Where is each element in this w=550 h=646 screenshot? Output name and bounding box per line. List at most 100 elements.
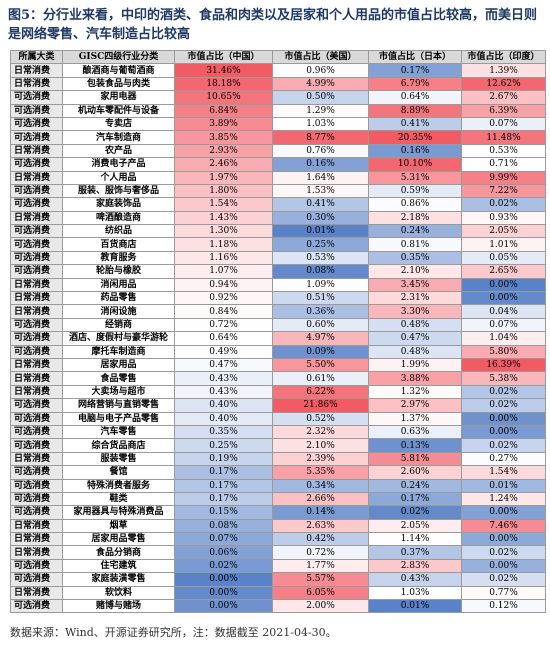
- table-row: 日常消费 包装食品与肉类 18.18% 4.99% 6.79% 12.62%: [10, 76, 546, 92]
- industry-cell: 网络营销与直销零售: [62, 398, 175, 413]
- value-cell: 1.39%: [461, 63, 546, 78]
- industry-cell: 烟草: [62, 518, 175, 534]
- value-cell: 0.13%: [368, 438, 462, 453]
- value-cell: 5.31%: [368, 170, 462, 185]
- table-row: 可选消费 纺织品 1.30% 0.01% 0.24% 2.05%: [10, 224, 546, 239]
- category-cell: 日常消费: [10, 518, 63, 534]
- header-cell: 市值占比（日本）: [368, 49, 462, 65]
- value-cell: 0.07%: [174, 532, 273, 547]
- industry-cell: 汽车零售: [62, 424, 175, 440]
- value-cell: 7.22%: [461, 183, 546, 199]
- value-cell: 0.94%: [174, 277, 273, 293]
- value-cell: 10.65%: [174, 90, 273, 105]
- table-row: 日常消费 啤酒酿造商 1.43% 0.30% 2.18% 0.93%: [10, 210, 546, 226]
- category-cell: 可选消费: [10, 344, 63, 359]
- value-cell: 2.63%: [272, 518, 369, 534]
- category-cell: 可选消费: [10, 558, 63, 574]
- value-cell: 0.05%: [461, 250, 546, 266]
- value-cell: 5.35%: [272, 465, 369, 480]
- value-cell: 0.00%: [461, 277, 546, 293]
- value-cell: 1.01%: [461, 237, 546, 252]
- table-row: 可选消费 摩托车制造商 0.49% 0.09% 0.48% 5.80%: [10, 344, 546, 359]
- value-cell: 0.61%: [272, 371, 369, 386]
- value-cell: 5.57%: [272, 572, 369, 587]
- table-row: 日常消费 居家用品零售 0.07% 0.42% 1.14% 0.00%: [10, 532, 546, 547]
- value-cell: 0.35%: [174, 424, 273, 440]
- value-cell: 0.86%: [368, 197, 462, 212]
- category-cell: 可选消费: [10, 465, 63, 480]
- table-row: 日常消费 大卖场与超市 0.43% 6.22% 1.32% 0.02%: [10, 384, 546, 400]
- industry-cell: 电脑与电子产品零售: [62, 411, 175, 426]
- value-cell: 0.19%: [174, 451, 273, 467]
- value-cell: 0.17%: [368, 491, 462, 507]
- value-cell: 1.09%: [272, 277, 369, 293]
- industry-cell: 居家用品: [62, 357, 175, 373]
- industry-cell: 教育服务: [62, 250, 175, 266]
- table-row: 日常消费 消闲用品 0.94% 1.09% 3.45% 0.00%: [10, 277, 546, 293]
- value-cell: 0.02%: [461, 384, 546, 400]
- value-cell: 6.39%: [461, 103, 546, 118]
- value-cell: 0.60%: [272, 317, 369, 333]
- industry-cell: 服装零售: [62, 451, 175, 467]
- value-cell: 0.92%: [174, 291, 273, 306]
- value-cell: 0.36%: [272, 304, 369, 319]
- table-row: 日常消费 个人用品 1.97% 1.64% 5.31% 9.99%: [10, 170, 546, 185]
- value-cell: 0.08%: [272, 264, 369, 279]
- value-cell: 0.24%: [368, 478, 462, 493]
- category-cell: 可选消费: [10, 183, 63, 199]
- value-cell: 0.24%: [368, 224, 462, 239]
- value-cell: 0.47%: [368, 331, 462, 346]
- category-cell: 日常消费: [10, 143, 63, 159]
- value-cell: 2.93%: [174, 143, 273, 159]
- source-note: 数据来源：Wind、开源证券研究所，注：数据截至 2021-04-30。: [10, 626, 337, 639]
- table-row: 可选消费 消费电子产品 2.46% 0.16% 10.10% 0.71%: [10, 157, 546, 172]
- category-cell: 可选消费: [10, 331, 63, 346]
- table-row: 可选消费 家庭装潢零售 0.00% 5.57% 0.43% 0.02%: [10, 572, 546, 587]
- value-cell: 0.07%: [461, 116, 546, 132]
- industry-cell: 机动车零配件与设备: [62, 103, 175, 118]
- table-row: 可选消费 网络营销与直销零售 0.40% 21.86% 2.97% 0.02%: [10, 398, 546, 413]
- industry-cell: 消闲用品: [62, 277, 175, 293]
- industry-cell: 家庭装饰品: [62, 197, 175, 212]
- value-cell: 0.48%: [368, 317, 462, 333]
- value-cell: 1.99%: [368, 357, 462, 373]
- table-row: 日常消费 软饮料 0.00% 6.05% 1.03% 0.77%: [10, 585, 546, 601]
- value-cell: 1.53%: [272, 183, 369, 199]
- industry-cell: 轮胎与橡胶: [62, 264, 175, 279]
- value-cell: 2.05%: [461, 224, 546, 239]
- value-cell: 1.32%: [368, 384, 462, 400]
- value-cell: 0.02%: [461, 398, 546, 413]
- category-cell: 可选消费: [10, 491, 63, 507]
- industry-cell: 餐馆: [62, 465, 175, 480]
- value-cell: 0.08%: [174, 518, 273, 534]
- value-cell: 0.02%: [368, 505, 462, 520]
- category-cell: 日常消费: [10, 277, 63, 293]
- industry-cell: 酒店、度假村与豪华游轮: [62, 331, 175, 346]
- industry-cell: 赌博与赌场: [62, 599, 175, 614]
- table-row: 可选消费 赌博与赌场 0.00% 2.00% 0.01% 0.12%: [10, 599, 546, 614]
- value-cell: 3.88%: [368, 371, 462, 386]
- value-cell: 18.18%: [174, 76, 273, 92]
- value-cell: 1.54%: [174, 197, 273, 212]
- industry-cell: 专卖店: [62, 116, 175, 132]
- table-row: 可选消费 酒店、度假村与豪华游轮 0.64% 4.97% 0.47% 1.04%: [10, 331, 546, 346]
- industry-cell: 居家用品零售: [62, 532, 175, 547]
- category-cell: 可选消费: [10, 157, 63, 172]
- value-cell: 0.59%: [368, 183, 462, 199]
- industry-cell: 鞋类: [62, 491, 175, 507]
- industry-cell: 汽车制造商: [62, 130, 175, 145]
- value-cell: 0.25%: [272, 237, 369, 252]
- category-cell: 可选消费: [10, 505, 63, 520]
- value-cell: 0.02%: [461, 572, 546, 587]
- industry-cell: 消费电子产品: [62, 157, 175, 172]
- value-cell: 1.24%: [461, 491, 546, 507]
- title: 图5：分行业来看，中印的酒类、食品和肉类以及居家和个人用品的市值占比较高，而美日…: [8, 8, 538, 42]
- value-cell: 1.16%: [174, 250, 273, 266]
- category-cell: 可选消费: [10, 317, 63, 333]
- value-cell: 7.46%: [461, 518, 546, 534]
- value-cell: 0.06%: [174, 545, 273, 560]
- value-cell: 5.81%: [368, 451, 462, 467]
- header-cell: 市值占比（印度）: [461, 49, 546, 65]
- value-cell: 0.93%: [461, 210, 546, 226]
- industry-cell: 酿酒商与葡萄酒商: [62, 63, 175, 78]
